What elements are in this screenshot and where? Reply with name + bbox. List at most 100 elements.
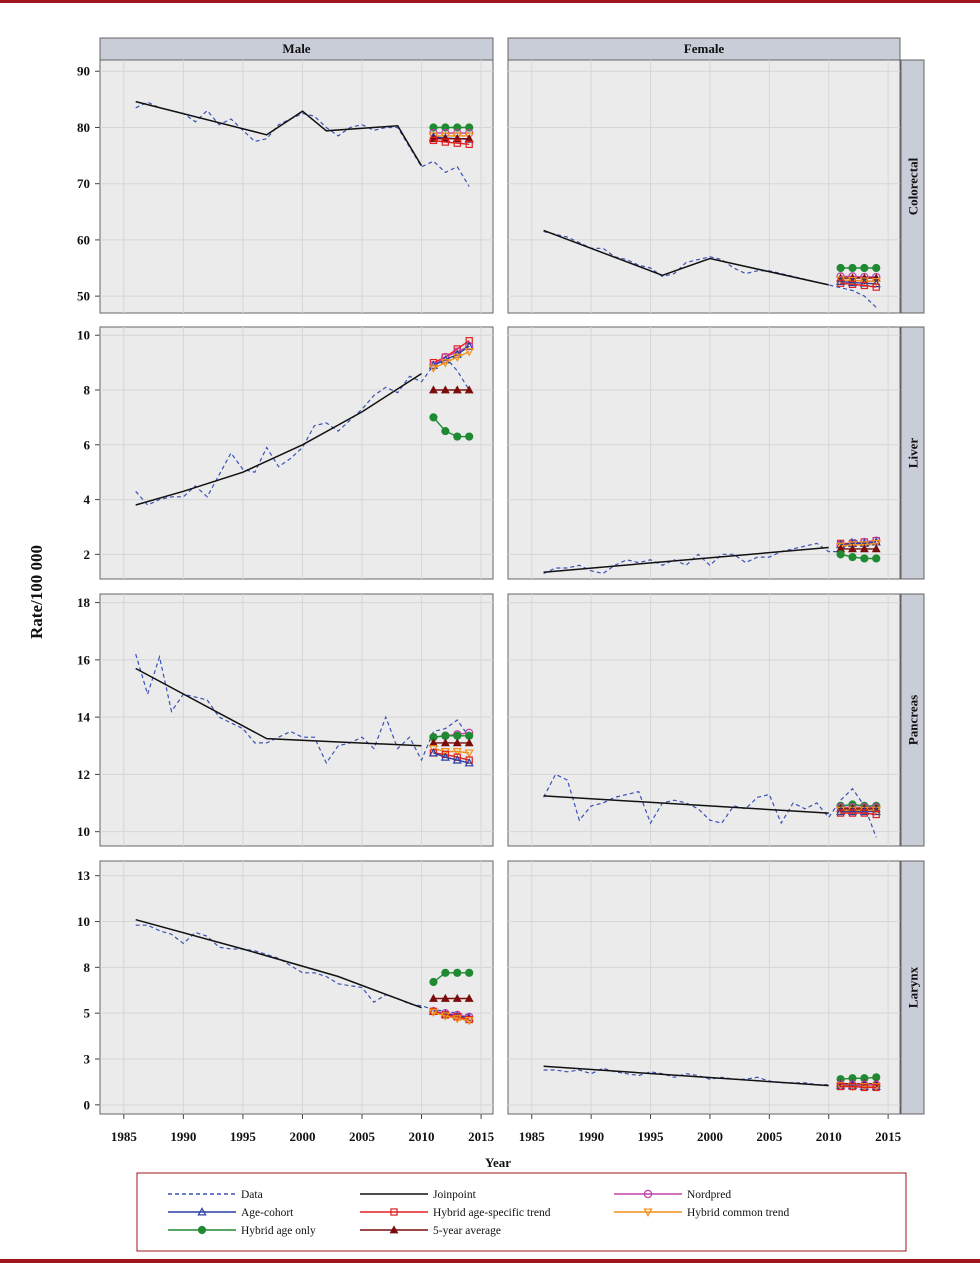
point-hybrid-age-only — [453, 123, 462, 132]
point-age-cohort — [847, 277, 858, 287]
series-hybrid-age-specific-trend-line — [433, 139, 470, 145]
legend-box — [136, 1172, 907, 1252]
legend-item-age-cohort: Age-cohort — [168, 1207, 294, 1219]
y-tick-label: 4 — [84, 492, 91, 507]
point-hybrid-age-only — [860, 554, 869, 563]
point-hybrid-age-only — [441, 123, 450, 132]
series-data-line — [543, 537, 877, 575]
panel-background — [507, 593, 901, 847]
point-hybrid-age-only — [429, 977, 438, 987]
y-tick-label: 14 — [77, 710, 91, 725]
legend-label: Data — [241, 1189, 263, 1201]
point-hybrid-age-only — [453, 968, 462, 977]
series-hybrid-age-specific-trend-line — [433, 752, 470, 761]
series-joinpoint-line — [135, 372, 422, 506]
point-hybrid-age-only — [836, 263, 845, 273]
point-5-year-average — [452, 738, 462, 747]
series-hybrid-age-only-line — [433, 735, 470, 738]
point-hybrid-common-trend — [452, 132, 462, 141]
point-nordpred — [441, 352, 450, 362]
point-hybrid-age-only — [836, 550, 845, 559]
panel-background — [507, 59, 901, 314]
row-label-liver: Liver — [906, 438, 921, 469]
y-tick-label: 50 — [77, 289, 90, 304]
series-age-cohort-line — [433, 752, 470, 764]
point-hybrid-age-only — [429, 413, 438, 422]
series-age-cohort-line — [433, 345, 470, 366]
point-hybrid-common-trend — [847, 541, 858, 550]
point-hybrid-common-trend — [440, 359, 450, 368]
series-data-line — [543, 230, 877, 308]
point-age-cohort — [835, 806, 846, 816]
point-age-cohort — [847, 1080, 858, 1090]
y-axis-title: Rate/100 000 — [27, 545, 46, 639]
point-age-cohort — [464, 758, 474, 767]
series-data-line — [543, 773, 877, 838]
point-age-cohort — [859, 806, 869, 816]
point-hybrid-common-trend — [452, 353, 462, 362]
series-hybrid-age-only-line — [840, 553, 877, 560]
point-5-year-average — [440, 738, 450, 747]
series-joinpoint-line — [543, 795, 829, 814]
panel-colorectal-female — [507, 59, 901, 314]
row-label-pancreas: Pancreas — [906, 695, 921, 745]
point-hybrid-common-trend — [440, 1012, 450, 1021]
x-tick-label: 2000 — [697, 1129, 723, 1144]
y-tick-label: 12 — [77, 767, 90, 782]
panel-background — [99, 326, 494, 580]
x-tick-label: 1985 — [111, 1129, 138, 1144]
series-hybrid-age-specific-trend-line — [433, 1010, 470, 1021]
panel-background — [99, 593, 494, 847]
series-hybrid-common-trend-line — [840, 279, 877, 283]
point-hybrid-common-trend — [440, 132, 450, 141]
y-tick-label: 10 — [77, 824, 90, 839]
legend-label: Joinpoint — [433, 1189, 477, 1201]
point-5-year-average — [429, 385, 438, 394]
y-tick-label: 13 — [77, 868, 91, 883]
point-hybrid-age-specific-trend — [860, 809, 869, 817]
point-5-year-average — [859, 544, 869, 553]
point-age-cohort — [440, 752, 450, 761]
point-hybrid-common-trend — [871, 278, 881, 287]
point-hybrid-age-only — [465, 731, 474, 740]
series-joinpoint-line — [543, 1065, 829, 1087]
panel-colorectal-male — [99, 59, 494, 314]
series-joinpoint-line — [135, 100, 423, 167]
point-5-year-average — [464, 385, 474, 394]
y-tick-label: 80 — [77, 120, 90, 135]
legend-item-5-year-average: 5-year average — [360, 1225, 501, 1237]
x-tick-label: 2010 — [816, 1129, 842, 1144]
point-hybrid-age-only — [848, 552, 857, 562]
x-tick-label: 2000 — [289, 1129, 315, 1144]
point-hybrid-common-trend — [835, 542, 846, 551]
point-hybrid-age-specific-trend — [836, 1082, 845, 1091]
series-age-cohort-line — [840, 280, 877, 285]
y-tick-label: 3 — [84, 1052, 91, 1067]
point-5-year-average — [464, 738, 474, 747]
legend-label: Age-cohort — [241, 1207, 294, 1219]
point-hybrid-common-trend — [859, 277, 869, 286]
legend-swatch-marker — [643, 1189, 653, 1199]
x-tick-label: 2015 — [468, 1129, 495, 1144]
row-strip-liver — [900, 326, 925, 580]
legend-swatch-marker — [390, 1208, 398, 1216]
point-hybrid-age-only — [465, 968, 474, 977]
y-tick-label: 16 — [77, 652, 91, 667]
series-age-cohort-line — [840, 541, 877, 546]
y-tick-label: 10 — [77, 914, 90, 929]
panel-background — [99, 59, 494, 314]
x-tick-label: 1990 — [170, 1129, 196, 1144]
point-hybrid-age-only — [848, 263, 857, 273]
x-tick-label: 2005 — [756, 1129, 783, 1144]
point-hybrid-common-trend — [464, 348, 474, 357]
point-hybrid-common-trend — [464, 749, 474, 758]
row-label-larynx: Larynx — [906, 966, 921, 1008]
y-tick-label: 5 — [84, 1006, 91, 1021]
row-strip-colorectal — [900, 59, 925, 314]
legend-item-data: Data — [168, 1189, 263, 1201]
row-strip-pancreas — [900, 593, 925, 847]
legend-item-hybrid-age-specific-trend: Hybrid age-specific trend — [360, 1207, 551, 1219]
x-tick-label: 1995 — [230, 1129, 257, 1144]
